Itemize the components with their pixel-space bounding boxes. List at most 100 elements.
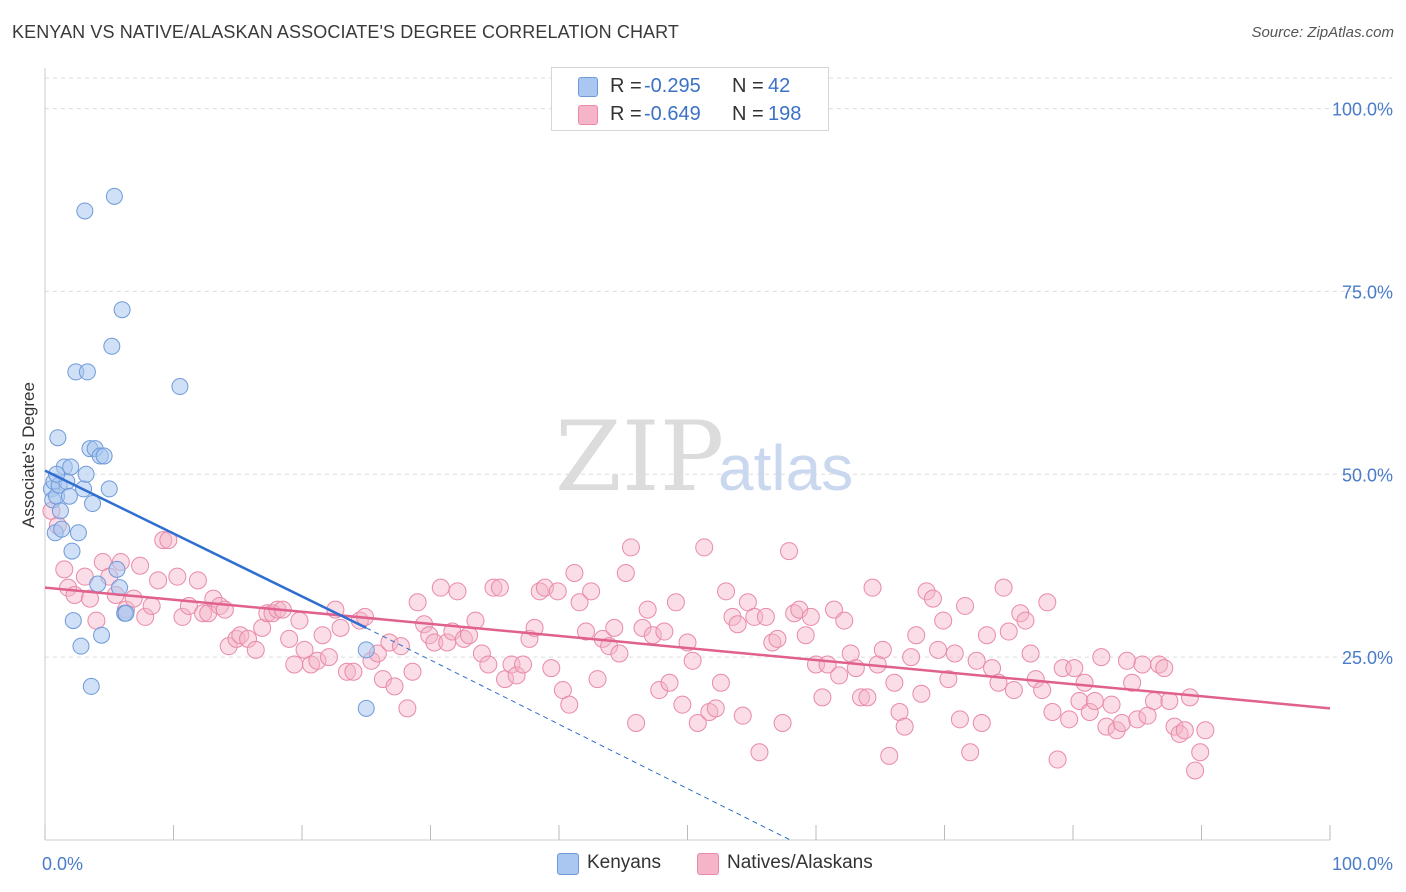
y-tick-label: 25.0% [1342, 648, 1393, 668]
native-point [1085, 692, 1104, 711]
native-point [1123, 673, 1142, 692]
native-point [1133, 655, 1152, 674]
correlation-legend: R = -0.295 N = 42 R = -0.649 N = 198 [551, 67, 829, 131]
native-point [319, 648, 338, 667]
native-point [627, 713, 646, 732]
native-point [801, 607, 820, 626]
native-point [560, 695, 579, 714]
native-point [1160, 692, 1179, 711]
native-point [472, 644, 491, 663]
kenyan-point [76, 202, 94, 220]
chart-title: KENYAN VS NATIVE/ALASKAN ASSOCIATE'S DEG… [12, 22, 680, 42]
native-point [763, 633, 782, 652]
native-point [999, 622, 1018, 641]
native-point [929, 640, 948, 659]
native-point [666, 593, 685, 612]
native-point [1196, 721, 1215, 740]
kenyan-point [103, 337, 121, 355]
native-point [1170, 724, 1189, 743]
native-point [454, 629, 473, 648]
kenyan-point [78, 363, 96, 381]
native-point [380, 633, 399, 652]
watermark: ZIP atlas [555, 401, 853, 513]
native-point [373, 670, 392, 689]
kenyan-point [69, 524, 87, 542]
native-point [1060, 710, 1079, 729]
native-point [246, 640, 265, 659]
native-point [290, 611, 309, 630]
native-point [344, 662, 363, 681]
native-point [824, 600, 843, 619]
native-point [1155, 659, 1174, 678]
native-point [750, 743, 769, 762]
watermark-atlas: atlas [718, 432, 853, 504]
native-point [1128, 710, 1147, 729]
native-point [75, 567, 94, 586]
native-point [1186, 761, 1205, 780]
kenyan-point [108, 560, 126, 578]
source-credit: Source: ZipAtlas.com [1251, 24, 1394, 41]
native-point [673, 695, 692, 714]
legend-r-label: R = [610, 75, 642, 97]
kenyan-trend-extension [366, 627, 791, 841]
native-point [313, 626, 332, 645]
native-point [655, 622, 674, 641]
native-point [280, 629, 299, 648]
native-point [55, 560, 74, 579]
native-point [1112, 713, 1131, 732]
native-point [912, 684, 931, 703]
native-point [1191, 743, 1210, 762]
native-point [956, 596, 975, 615]
legend-row-natives: R = -0.649 N = 198 [552, 101, 828, 129]
native-point [621, 538, 640, 557]
native-point [934, 611, 953, 630]
native-point [885, 673, 904, 692]
native-point [308, 651, 327, 670]
legend-r-label: R = [610, 103, 642, 125]
native-point [124, 589, 143, 608]
native-point [285, 655, 304, 674]
y-tick-label: 100.0% [1332, 100, 1393, 120]
legend-n-label: N = [732, 75, 764, 97]
axis-labels: 25.0% 50.0% 75.0% 100.0% 0.0% 100.0% Associate… [19, 100, 1393, 874]
native-point [188, 571, 207, 590]
native-point [650, 681, 669, 700]
native-point [830, 666, 849, 685]
native-points [42, 501, 1215, 780]
kenyan-point [62, 458, 80, 476]
native-point [890, 703, 909, 721]
native-point [950, 710, 969, 729]
native-point [1004, 681, 1023, 700]
x-tick-label: 0.0% [42, 854, 83, 874]
native-point [168, 567, 187, 586]
native-point [773, 713, 792, 732]
legend-r-value: -0.295 [644, 75, 701, 97]
native-point [142, 596, 161, 615]
native-point [398, 699, 417, 718]
native-point [588, 670, 607, 689]
kenyan-point [49, 429, 67, 447]
native-point [841, 644, 860, 663]
native-point [391, 637, 410, 656]
y-tick-label: 75.0% [1342, 282, 1393, 302]
native-point [967, 651, 986, 670]
native-point [1144, 692, 1163, 711]
kenyan-point [95, 447, 113, 465]
native-point [813, 688, 832, 707]
native-point [194, 604, 213, 623]
watermark-zip: ZIP [555, 401, 724, 513]
kenyan-point [89, 575, 107, 593]
native-point [688, 713, 707, 732]
native-point [790, 600, 809, 619]
native-point [917, 582, 936, 601]
kenyan-point [63, 542, 81, 560]
native-point [576, 622, 595, 641]
legend-label-natives: Natives/Alaskans [727, 852, 873, 873]
kenyan-point [64, 612, 82, 630]
kenyan-point [105, 187, 123, 205]
native-point [835, 611, 854, 630]
native-point [873, 640, 892, 659]
native-point [1043, 703, 1062, 721]
native-point [977, 626, 996, 645]
native-point [1080, 703, 1099, 721]
